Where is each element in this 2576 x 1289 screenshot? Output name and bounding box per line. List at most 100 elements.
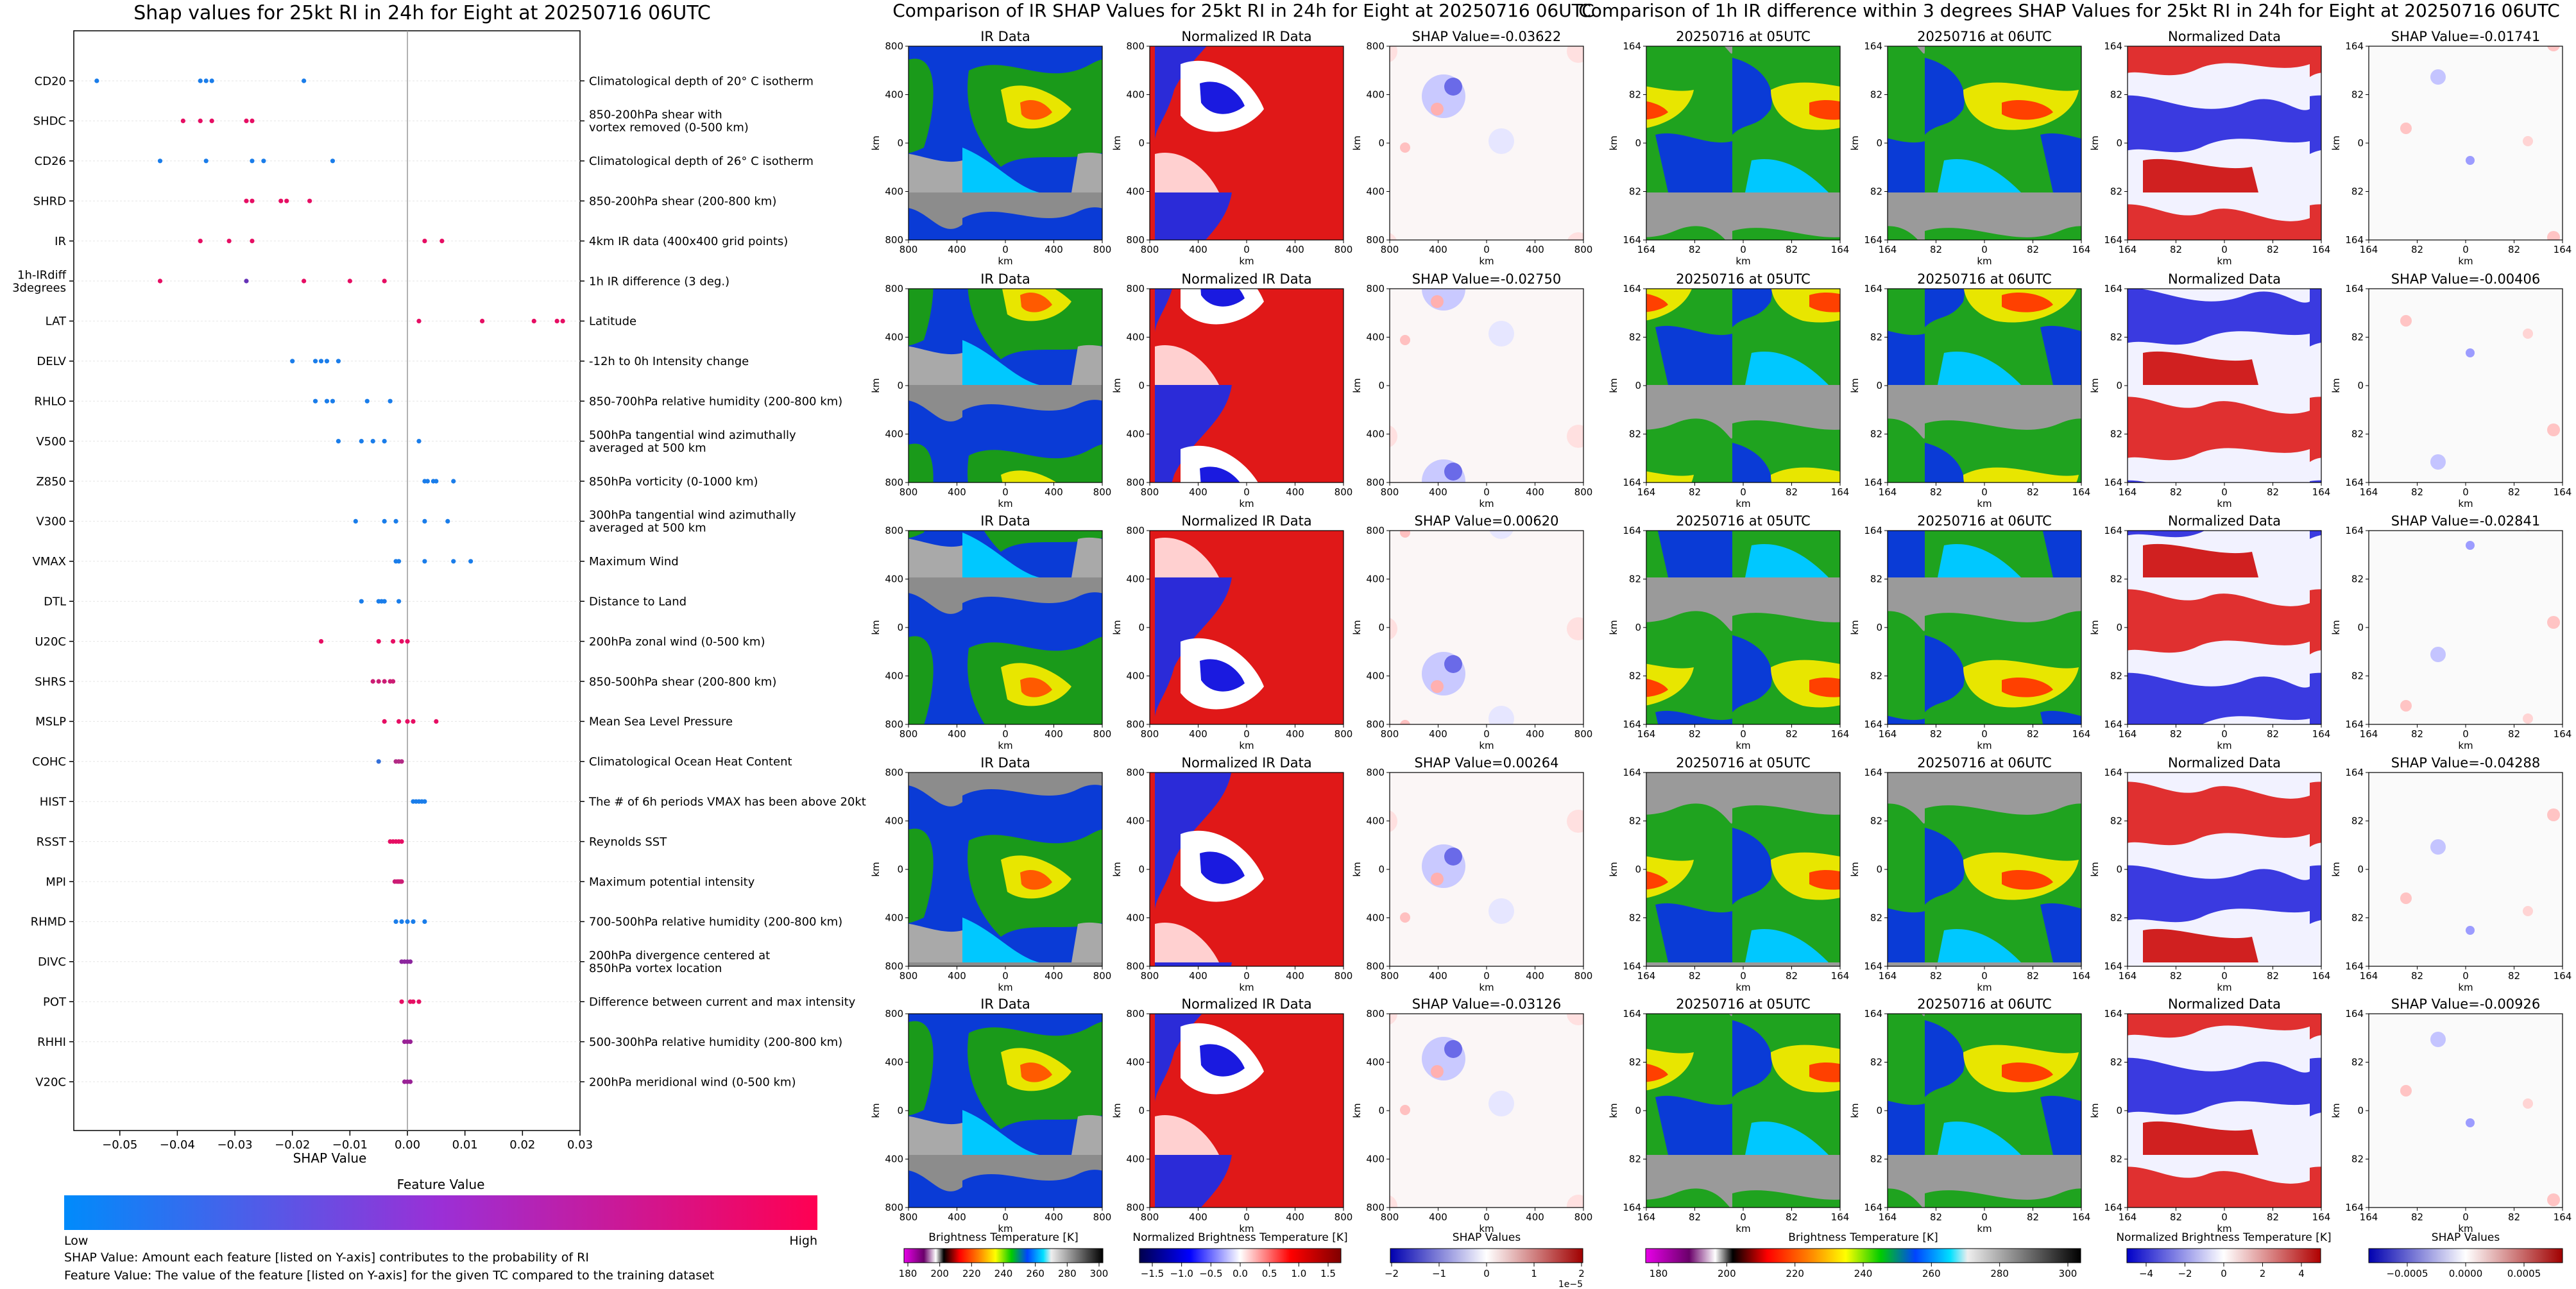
shap-point bbox=[399, 999, 404, 1004]
y-tick-label: 164 bbox=[2104, 477, 2122, 488]
y-axis-label: km bbox=[1849, 135, 1861, 150]
x-tick-label: 800 bbox=[1335, 244, 1353, 255]
x-axis-label: km bbox=[1977, 740, 1992, 751]
x-tick-label: 800 bbox=[1574, 1211, 1593, 1223]
feature-description-label: Maximum potential intensity bbox=[589, 875, 755, 889]
map-title: 20250716 at 05UTC bbox=[1676, 513, 1811, 529]
x-tick-label: 82 bbox=[2267, 1211, 2279, 1223]
feature-description-label: 500hPa tangential wind azimuthally averag… bbox=[589, 429, 796, 455]
shap-point bbox=[376, 639, 381, 644]
y-tick-label: 0 bbox=[897, 622, 903, 633]
x-tick-label: 400 bbox=[1286, 244, 1304, 255]
shap-point bbox=[312, 359, 318, 364]
x-tick-label: 164 bbox=[2119, 244, 2137, 255]
y-tick-label: 400 bbox=[1366, 1057, 1385, 1068]
x-tick-label: 164 bbox=[1879, 244, 1897, 255]
x-tick-label: 800 bbox=[900, 970, 918, 982]
shap-value-title: SHAP Value=-0.02750 bbox=[1412, 271, 1562, 287]
y-tick-label: 400 bbox=[1126, 574, 1145, 585]
x-tick-label: 800 bbox=[1093, 244, 1112, 255]
y-tick-label: 82 bbox=[1629, 186, 1641, 198]
y-tick-label: 800 bbox=[885, 719, 903, 730]
x-tick-label: 800 bbox=[1381, 728, 1399, 740]
y-axis-label: km bbox=[2330, 378, 2342, 393]
feature-name-label: MSLP bbox=[35, 715, 66, 729]
x-tick-label: 0 bbox=[1002, 486, 1009, 498]
normalized-diff-map bbox=[2127, 46, 2322, 241]
y-tick-label: 82 bbox=[1629, 332, 1641, 343]
y-tick-label: 400 bbox=[1126, 332, 1145, 343]
feature-name-label: RHMD bbox=[31, 916, 66, 929]
y-tick-label: 82 bbox=[2110, 429, 2122, 440]
y-tick-label: 164 bbox=[1864, 767, 1882, 778]
feature-name-label: DIVC bbox=[38, 955, 66, 969]
x-tick-label: 400 bbox=[1189, 244, 1207, 255]
x-tick-label: 164 bbox=[1831, 728, 1850, 740]
shap-point bbox=[382, 599, 387, 604]
y-tick-label: 164 bbox=[2345, 1008, 2364, 1020]
shap-point bbox=[94, 78, 99, 83]
colorbar-tick-label: −1.0 bbox=[1170, 1268, 1193, 1279]
x-tick-label: 0 bbox=[2462, 970, 2469, 982]
x-tick-label: 400 bbox=[1189, 486, 1207, 498]
colorbar-tick-label: −0.5 bbox=[1199, 1268, 1222, 1279]
shap-point bbox=[399, 919, 404, 924]
x-tick-label: 400 bbox=[1429, 244, 1447, 255]
shap-point bbox=[198, 78, 203, 83]
x-tick-label: 164 bbox=[2119, 1211, 2137, 1223]
feature-description-label: 4km IR data (400x400 grid points) bbox=[589, 235, 788, 248]
y-tick-label: 400 bbox=[1126, 815, 1145, 827]
colorbar-tick-label: −2 bbox=[1385, 1268, 1399, 1279]
x-tick-label: 0 bbox=[2462, 1211, 2469, 1223]
ir-data-map bbox=[908, 46, 1103, 241]
x-tick-label: 800 bbox=[1141, 970, 1159, 982]
map-title: IR Data bbox=[980, 996, 1030, 1012]
feature-description-label: Climatological Ocean Heat Content bbox=[589, 755, 792, 769]
x-axis-label: km bbox=[1479, 1223, 1494, 1234]
y-tick-label: 164 bbox=[2345, 477, 2364, 488]
x-tick-label: 400 bbox=[1189, 970, 1207, 982]
shap-point bbox=[399, 879, 404, 884]
feature-name-label: RHLO bbox=[34, 395, 66, 409]
x-tick-label: 164 bbox=[1637, 728, 1656, 740]
shap-value-title: SHAP Value=0.00264 bbox=[1415, 755, 1559, 771]
x-tick-label: 0 bbox=[1981, 970, 1988, 982]
y-axis-label: km bbox=[2089, 862, 2101, 876]
x-tick-label: 164 bbox=[2312, 970, 2331, 982]
shap-point bbox=[370, 439, 375, 444]
y-tick-label: 164 bbox=[2104, 283, 2122, 295]
x-axis-label: km bbox=[2217, 740, 2231, 751]
shap-point bbox=[388, 398, 393, 404]
feature-description-label: Reynolds SST bbox=[589, 835, 667, 849]
shap-map bbox=[1389, 772, 1584, 967]
x-axis-label: km bbox=[1977, 982, 1992, 993]
x-tick-label: 0 bbox=[1740, 244, 1746, 255]
shap-point bbox=[393, 919, 398, 924]
y-tick-label: 400 bbox=[1366, 1154, 1385, 1165]
y-tick-label: 164 bbox=[2345, 234, 2364, 246]
x-tick-label: 164 bbox=[2072, 486, 2091, 498]
x-tick-label: 164 bbox=[2119, 728, 2137, 740]
y-tick-label: 400 bbox=[885, 89, 903, 101]
y-tick-label: 82 bbox=[1629, 1154, 1641, 1165]
x-tick-label: 0 bbox=[1243, 244, 1250, 255]
x-tick-label: 164 bbox=[2360, 970, 2378, 982]
colorbar-tick-label: 0.5 bbox=[1262, 1268, 1277, 1279]
x-tick-label: 400 bbox=[948, 728, 966, 740]
shap-point bbox=[382, 439, 387, 444]
map-title: 20250716 at 06UTC bbox=[1917, 513, 2052, 529]
y-tick-label: 0 bbox=[1876, 137, 1882, 149]
x-tick-label: 400 bbox=[1526, 1211, 1544, 1223]
y-tick-label: 82 bbox=[1870, 186, 1882, 198]
x-axis-label: km bbox=[1977, 1223, 1992, 1234]
feature-name-label: LAT bbox=[46, 315, 67, 329]
shap-map bbox=[1389, 288, 1584, 483]
y-tick-label: 164 bbox=[2345, 40, 2364, 52]
y-tick-label: 82 bbox=[2351, 332, 2364, 343]
y-tick-label: 82 bbox=[2351, 574, 2364, 585]
x-tick-label: 164 bbox=[2072, 1211, 2091, 1223]
y-axis-label: km bbox=[1111, 620, 1123, 635]
map-title: Normalized IR Data bbox=[1181, 513, 1311, 529]
y-tick-label: 400 bbox=[885, 670, 903, 682]
x-tick-label: 164 bbox=[2360, 486, 2378, 498]
